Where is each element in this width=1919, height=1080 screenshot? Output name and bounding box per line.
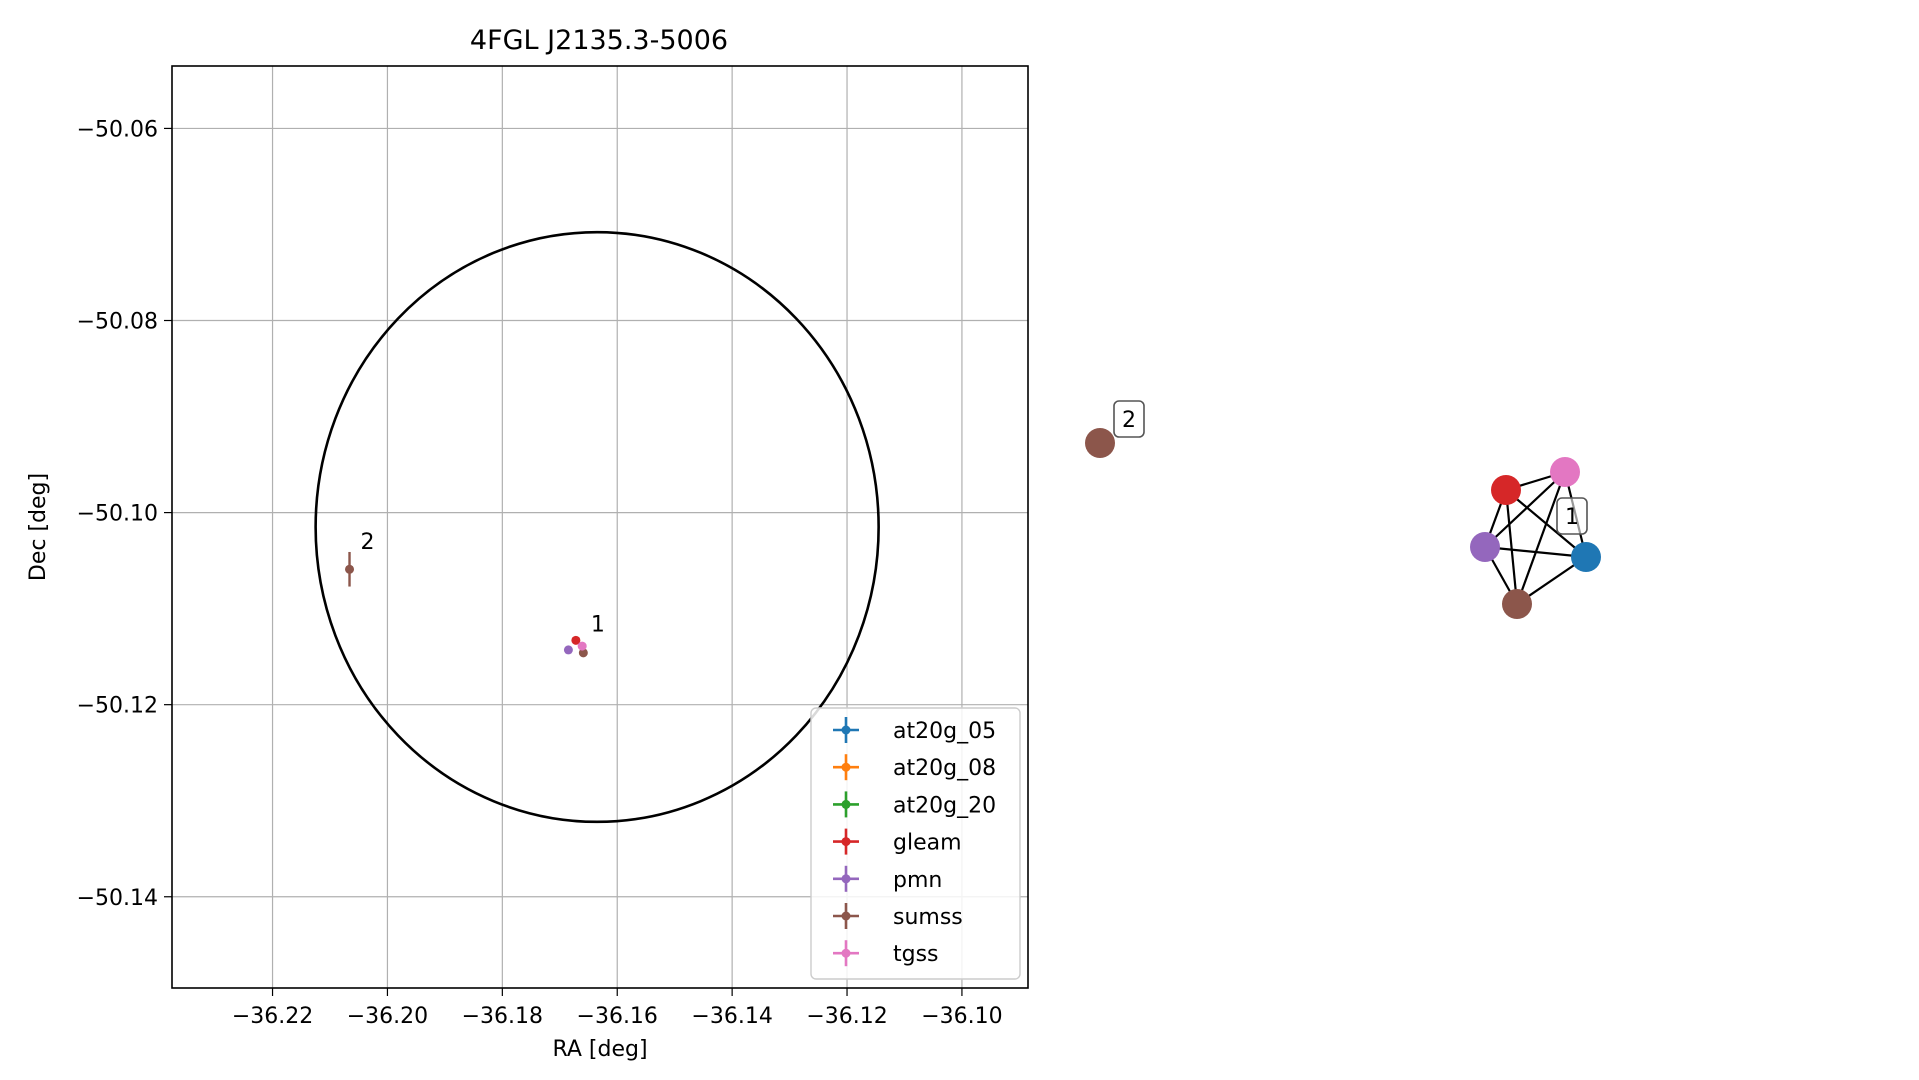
x-ticks: −36.22 −36.20 −36.18 −36.16 −36.14 −36.12 −36.… — [232, 988, 1003, 1029]
x-tick-label: −36.18 — [462, 1004, 543, 1029]
network-node-pmn — [1470, 532, 1500, 562]
network-node-sumss-2 — [1085, 428, 1115, 458]
x-tick-label: −36.14 — [691, 1004, 772, 1029]
legend-box — [810, 707, 1021, 980]
group-label: 1 — [1565, 505, 1579, 530]
point-annotation: 1 — [591, 613, 605, 638]
plot-title: 4FGL J2135.3-5006 — [470, 25, 728, 56]
x-tick-label: −36.12 — [806, 1004, 887, 1029]
legend-marker-dot — [841, 725, 851, 735]
legend-entry-at20g_20: at20g_20 — [893, 793, 996, 818]
legend-marker-dot — [841, 874, 851, 884]
x-axis-label: RA [deg] — [552, 1037, 647, 1062]
y-tick-label: −50.06 — [77, 117, 158, 142]
x-tick-label: −36.16 — [577, 1004, 658, 1029]
x-tick-label: −36.22 — [232, 1004, 313, 1029]
legend-entry-sumss: sumss — [893, 905, 963, 930]
legend-entry-gleam: gleam — [893, 831, 962, 856]
network-edge — [1515, 471, 1567, 605]
y-ticks: −50.06 −50.08 −50.10 −50.12 −50.14 — [77, 117, 172, 911]
legend-entry-at20g_05: at20g_05 — [893, 719, 996, 744]
point-sumss — [345, 564, 355, 574]
x-tick-label: −36.10 — [921, 1004, 1002, 1029]
legend-entry-at20g_08: at20g_08 — [893, 756, 996, 781]
network-node-sumss-1 — [1502, 589, 1532, 619]
point-annotations: 12 — [361, 530, 605, 638]
plot-frame — [171, 65, 1029, 989]
legend-entry-pmn: pmn — [893, 868, 942, 893]
group-label-box — [1556, 497, 1588, 535]
ellipse-layer — [314, 230, 880, 824]
error-ellipse — [314, 230, 880, 824]
legend-marker-dot — [841, 799, 851, 809]
network-edge — [1504, 489, 1519, 605]
crossmatch-network: 21 — [1085, 400, 1601, 619]
y-axis-label: Dec [deg] — [26, 473, 51, 581]
node-label-box — [1113, 400, 1145, 438]
grid — [172, 66, 1028, 988]
data-points — [345, 551, 588, 658]
y-tick-label: −50.12 — [77, 694, 158, 719]
network-node-at20g — [1571, 542, 1601, 572]
point-tgss — [577, 641, 587, 651]
network-node-tgss — [1550, 457, 1580, 487]
legend-marker-dot — [841, 911, 851, 921]
legend-marker-dot — [841, 837, 851, 847]
point-annotation: 2 — [361, 530, 375, 555]
network-node-gleam — [1491, 475, 1521, 505]
y-tick-label: −50.08 — [77, 310, 158, 335]
y-tick-label: −50.10 — [77, 502, 158, 527]
node-label: 2 — [1122, 408, 1136, 433]
legend-marker-dot — [841, 762, 851, 772]
legend-marker-dot — [841, 948, 851, 958]
point-pmn — [563, 645, 573, 655]
x-tick-label: −36.20 — [347, 1004, 428, 1029]
point-gleam — [571, 635, 581, 645]
network-edge — [1484, 545, 1587, 559]
legend-entry-tgss: tgss — [893, 942, 939, 967]
network-edge — [1484, 471, 1566, 548]
point-sumss — [578, 648, 588, 658]
y-tick-label: −50.14 — [77, 886, 158, 911]
